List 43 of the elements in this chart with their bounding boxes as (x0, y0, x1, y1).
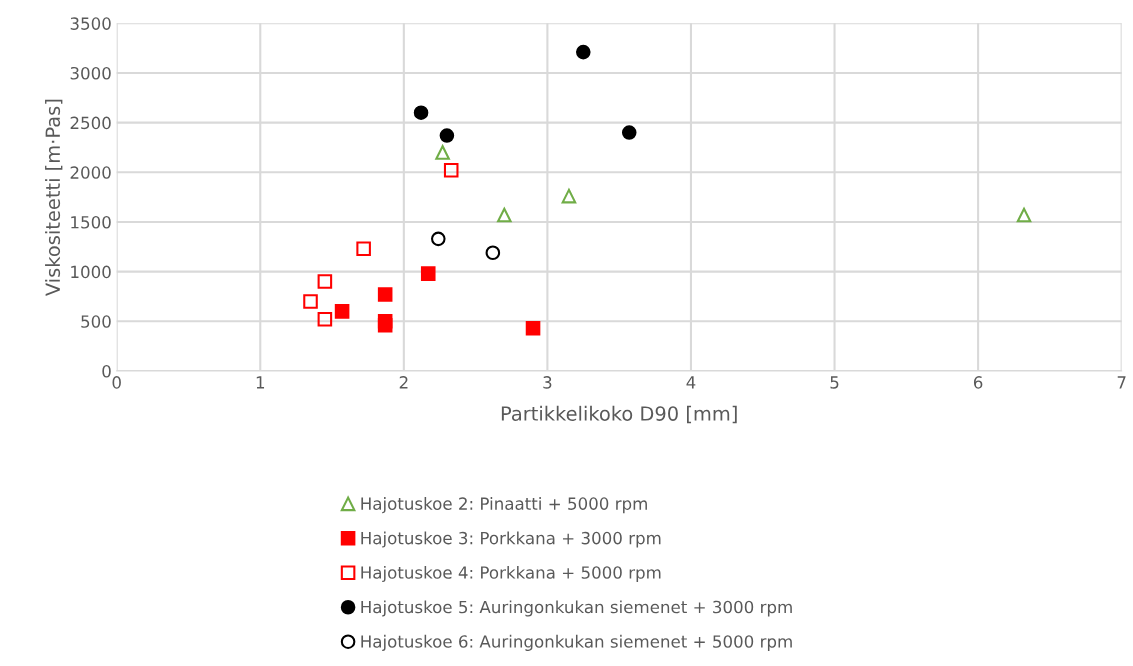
legend-label: Hajotuskoe 5: Auringonkukan siemenet + 3000 rpm (361, 600, 792, 617)
point (561, 188, 577, 204)
legend-label: Hajotuskoe 4: Porkkana + 5000 rpm (361, 565, 661, 583)
y-tick-label: 0 (102, 364, 111, 378)
point (1016, 207, 1032, 223)
y-tick-label: 1500 (71, 215, 111, 229)
point (420, 266, 436, 281)
y-tick-label: 1000 (71, 265, 111, 279)
y-tick-label: 500 (81, 315, 111, 328)
point (485, 245, 501, 261)
legend-label: Hajotuskoe 3: Porkkana + 3000 rpm (361, 531, 661, 548)
x-tick-label: 2 (399, 376, 408, 389)
y-tick-label: 2500 (70, 116, 111, 130)
point (431, 231, 446, 247)
point (317, 274, 333, 289)
legend-label: Hajotuskoe 2: Pinaatti + 5000 rpm (361, 497, 647, 514)
x-tick-label: 7 (1117, 376, 1126, 389)
x-tick-label: 5 (830, 376, 839, 389)
point (303, 294, 318, 309)
point (439, 128, 455, 143)
point (621, 125, 637, 140)
point (497, 207, 512, 223)
y-tick-label: 2000 (70, 166, 111, 179)
x-tick-label: 3 (543, 376, 552, 389)
point (334, 304, 350, 319)
point (377, 287, 393, 302)
point (377, 317, 393, 333)
y-tick-label: 3000 (70, 66, 111, 80)
point (356, 241, 371, 257)
legend-label: Hajotuskoe 6: Auringonkukan siemenet + 5000 rpm (361, 634, 792, 651)
y-axis-title: Viskositeetti [m·Pas] (45, 99, 63, 296)
x-tick-label: 0 (112, 376, 121, 389)
x-tick-label: 6 (973, 376, 983, 389)
point (525, 320, 541, 336)
point (443, 163, 459, 178)
point (317, 312, 333, 327)
y-tick-label: 3500 (70, 17, 111, 30)
point (435, 145, 450, 160)
x-tick-label: 4 (686, 376, 696, 389)
point (576, 44, 591, 60)
point (413, 105, 429, 120)
x-axis-title: Partikkelikoko D90 [mm] (501, 405, 737, 424)
x-tick-label: 1 (256, 376, 265, 389)
